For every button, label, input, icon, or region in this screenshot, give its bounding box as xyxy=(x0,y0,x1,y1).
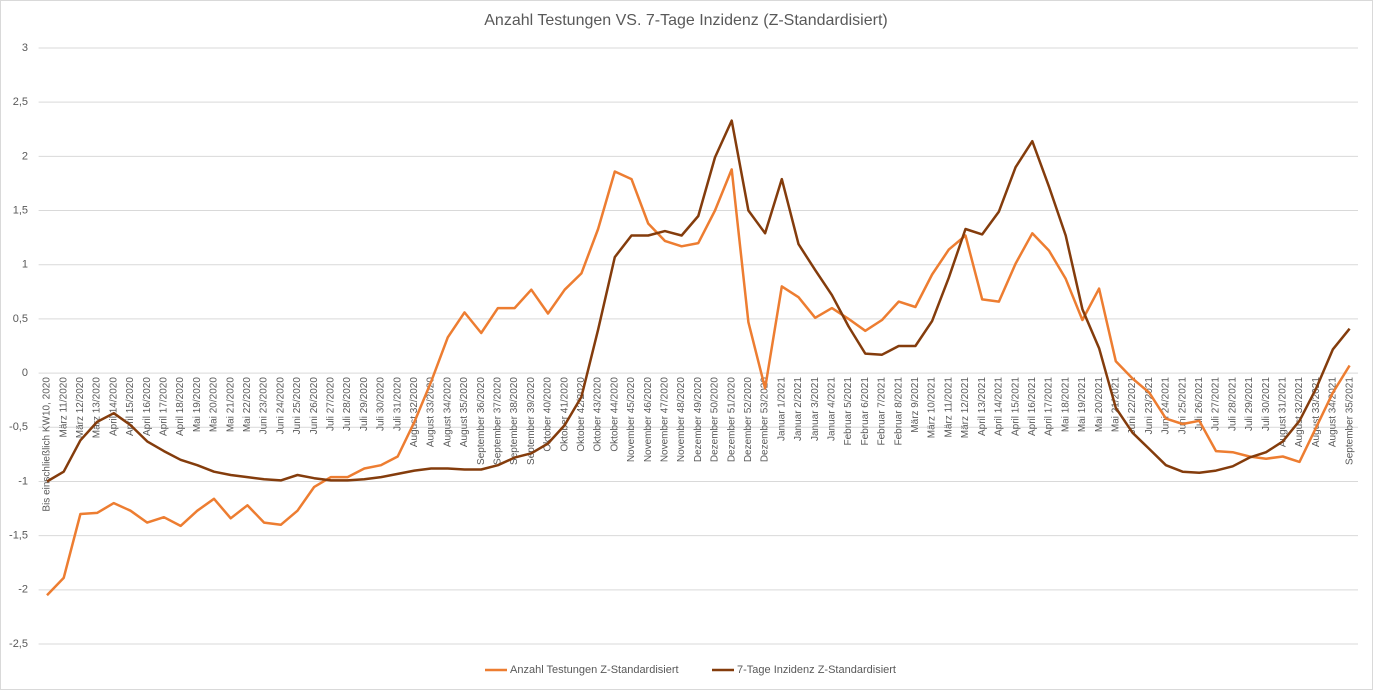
x-tick-label: Juni 22/2021 xyxy=(1127,377,1138,435)
y-tick-label: 1,5 xyxy=(13,204,28,216)
series-line xyxy=(46,168,1351,597)
x-tick-label: Juli 29/2020 xyxy=(359,377,370,431)
x-tick-label: Juni 25/2020 xyxy=(292,377,303,435)
x-tick-label: Juli 28/2021 xyxy=(1227,377,1238,431)
x-tick-label: Juni 23/2021 xyxy=(1144,377,1155,435)
x-tick-label: Juni 24/2020 xyxy=(275,377,286,435)
x-tick-label: April 13/2021 xyxy=(977,377,988,436)
x-tick-label: August 33/2021 xyxy=(1311,377,1322,447)
x-tick-label: Dezember 50/2020 xyxy=(710,377,721,462)
x-tick-label: August 32/2021 xyxy=(1294,377,1305,447)
x-tick-label: Mai 19/2021 xyxy=(1077,377,1088,432)
x-tick-label: Juli 27/2021 xyxy=(1211,377,1222,431)
x-tick-label: November 48/2020 xyxy=(676,377,687,462)
x-tick-label: September 37/2020 xyxy=(493,377,504,465)
x-tick-label: Dezember 51/2020 xyxy=(726,377,737,462)
x-tick-label: August 31/2021 xyxy=(1277,377,1288,447)
x-tick-label: April 16/2021 xyxy=(1027,377,1038,436)
x-tick-label: August 32/2020 xyxy=(409,377,420,447)
x-tick-label: Juni 24/2021 xyxy=(1161,377,1172,435)
x-tick-label: Oktober 43/2020 xyxy=(593,377,604,452)
legend-label: Anzahl Testungen Z-Standardisiert xyxy=(510,664,679,676)
x-tick-label: Oktober 40/2020 xyxy=(543,377,554,452)
x-tick-label: Mai 22/2020 xyxy=(242,377,253,432)
x-tick-label: Februar 7/2021 xyxy=(877,377,888,446)
x-tick-label: Oktober 42/2020 xyxy=(576,377,587,452)
y-tick-label: 0 xyxy=(22,367,28,379)
x-tick-label: November 46/2020 xyxy=(643,377,654,462)
x-tick-label: Januar 2/2021 xyxy=(793,377,804,441)
x-tick-label: August 35/2020 xyxy=(459,377,470,447)
x-tick-label: Februar 8/2021 xyxy=(893,377,904,446)
x-tick-label: April 17/2021 xyxy=(1044,377,1055,436)
chart-title: Anzahl Testungen VS. 7-Tage Inzidenz (Z-… xyxy=(484,12,887,29)
x-tick-label: März 13/2020 xyxy=(92,377,103,439)
x-tick-label: September 36/2020 xyxy=(476,377,487,465)
x-tick-label: Mai 20/2020 xyxy=(209,377,220,432)
x-tick-label: März 11/2020 xyxy=(58,377,69,438)
x-tick-label: März 10/2021 xyxy=(927,377,938,439)
y-tick-label: -0,5 xyxy=(9,421,28,433)
x-tick-label: März 12/2020 xyxy=(75,377,86,439)
x-tick-label: April 16/2020 xyxy=(142,377,153,436)
x-tick-label: Juni 23/2020 xyxy=(259,377,270,435)
x-tick-label: Juni 26/2020 xyxy=(309,377,320,435)
x-tick-label: April 15/2020 xyxy=(125,377,136,436)
x-tick-label: März 12/2021 xyxy=(960,377,971,439)
x-tick-label: Februar 6/2021 xyxy=(860,377,871,446)
x-tick-label: Mai 20/2021 xyxy=(1094,377,1105,432)
x-tick-label: Oktober 41/2020 xyxy=(559,377,570,452)
x-tick-label: November 45/2020 xyxy=(626,377,637,462)
series-line xyxy=(46,119,1351,483)
x-tick-label: Mai 18/2021 xyxy=(1060,377,1071,432)
x-tick-label: April 17/2020 xyxy=(159,377,170,436)
x-tick-label: Mai 21/2020 xyxy=(225,377,236,432)
y-tick-label: -2 xyxy=(18,584,28,596)
x-tick-label: Juli 29/2021 xyxy=(1244,377,1255,431)
x-tick-label: Dezember 53/2020 xyxy=(760,377,771,462)
legend-label: 7-Tage Inzidenz Z-Standardisiert xyxy=(737,664,896,676)
x-tick-label: Juni 25/2021 xyxy=(1177,377,1188,435)
y-tick-label: 1 xyxy=(22,259,28,271)
x-tick-label: Dezember 52/2020 xyxy=(743,377,754,462)
x-tick-label: Oktober 44/2020 xyxy=(609,377,620,452)
y-tick-label: -1,5 xyxy=(9,530,28,542)
x-tick-label: Februar 5/2021 xyxy=(843,377,854,446)
x-tick-label: Juli 31/2020 xyxy=(392,377,403,431)
y-tick-label: 0,5 xyxy=(13,313,28,325)
x-tick-label: April 14/2021 xyxy=(994,377,1005,436)
x-tick-label: Dezember 49/2020 xyxy=(693,377,704,462)
y-tick-label: 2,5 xyxy=(13,96,28,108)
y-tick-label: -1 xyxy=(18,475,28,487)
x-tick-label: Juli 26/2021 xyxy=(1194,377,1205,431)
x-tick-label: April 18/2020 xyxy=(175,377,186,436)
x-tick-label: November 47/2020 xyxy=(660,377,671,462)
x-tick-label: März 11/2021 xyxy=(943,377,954,438)
x-tick-label: Juli 28/2020 xyxy=(342,377,353,431)
x-tick-label: Juli 30/2021 xyxy=(1261,377,1272,431)
x-tick-label: September 35/2021 xyxy=(1344,377,1355,465)
x-tick-label: Juli 30/2020 xyxy=(376,377,387,431)
x-tick-label: August 34/2021 xyxy=(1328,377,1339,447)
x-tick-label: April 15/2021 xyxy=(1010,377,1021,436)
y-tick-label: -2,5 xyxy=(9,638,28,650)
x-tick-label: August 33/2020 xyxy=(426,377,437,447)
x-tick-label: August 34/2020 xyxy=(442,377,453,447)
y-tick-label: 2 xyxy=(22,150,28,162)
x-tick-label: Januar 1/2021 xyxy=(776,377,787,441)
x-tick-label: Januar 4/2021 xyxy=(827,377,838,441)
x-tick-label: April 14/2020 xyxy=(108,377,119,436)
x-tick-label: September 38/2020 xyxy=(509,377,520,465)
x-tick-label: Bis einschließlich KW10, 2020 xyxy=(42,377,53,512)
x-tick-label: Juli 27/2020 xyxy=(326,377,337,431)
y-tick-label: 3 xyxy=(22,42,28,54)
x-tick-label: September 39/2020 xyxy=(526,377,537,465)
x-tick-label: Mai 19/2020 xyxy=(192,377,203,432)
x-tick-label: März 9/2021 xyxy=(910,377,921,433)
x-tick-label: Januar 3/2021 xyxy=(810,377,821,441)
